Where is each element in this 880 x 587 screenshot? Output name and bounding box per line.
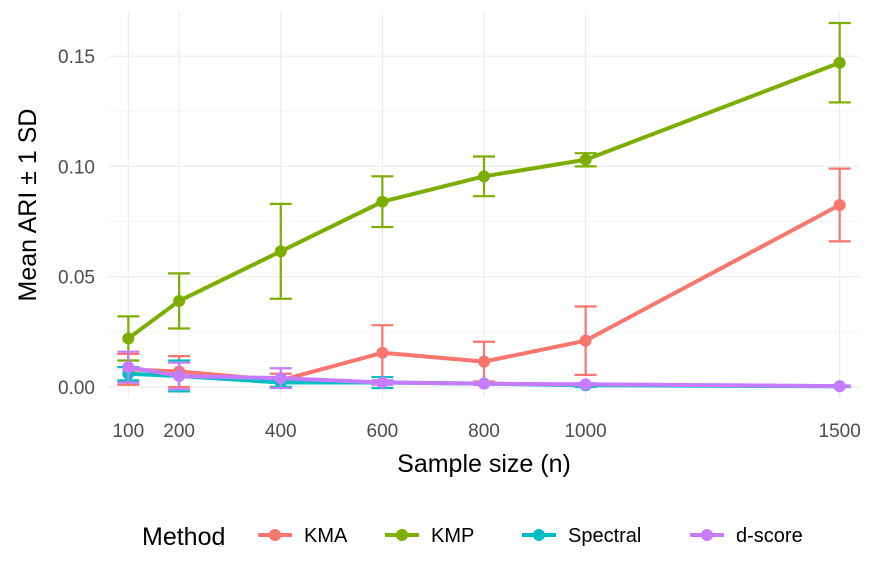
data-point — [579, 153, 592, 166]
data-point — [122, 361, 135, 374]
data-point — [122, 332, 135, 345]
data-point — [274, 245, 287, 258]
x-tick-label: 600 — [367, 421, 399, 442]
data-point — [579, 334, 592, 347]
x-tick-label: 100 — [112, 421, 144, 442]
x-tick-label: 800 — [468, 421, 500, 442]
data-point — [478, 355, 490, 368]
legend-item-Spectral: Spectral — [522, 525, 641, 547]
legend-label: KMP — [431, 525, 474, 547]
legend-item-KMA: KMA — [258, 525, 348, 547]
legend-key-point — [396, 529, 408, 541]
legend-key-point — [701, 529, 713, 541]
data-point — [478, 170, 490, 183]
y-tick-label: 0.05 — [58, 268, 95, 289]
data-point — [833, 199, 846, 211]
grid-lines — [108, 12, 860, 398]
data-point — [579, 378, 592, 391]
y-tick-label: 0.00 — [58, 378, 95, 399]
legend-label: KMA — [304, 525, 348, 547]
series-layer — [117, 21, 851, 393]
data-point — [833, 380, 846, 393]
data-point — [833, 56, 846, 69]
x-tick-label: 1000 — [564, 421, 606, 442]
x-tick-label: 400 — [265, 421, 297, 442]
data-point — [376, 346, 389, 359]
legend-key-point — [533, 529, 545, 541]
x-tick-label: 200 — [163, 421, 195, 442]
x-tick-label: 1500 — [819, 421, 861, 442]
legend: Method KMA KMP Spectral d-score — [142, 523, 803, 551]
y-tick-label: 0.15 — [58, 47, 95, 68]
y-axis-title: Mean ARI ± 1 SD — [14, 109, 42, 302]
x-axis-ticks: 100 200 400 600 800 1000 1500 — [112, 421, 860, 442]
series-d-score — [117, 350, 851, 393]
y-axis-ticks: 0.00 0.05 0.10 0.15 — [58, 47, 95, 399]
legend-item-d-score: d-score — [690, 525, 803, 547]
legend-label: Spectral — [568, 525, 641, 547]
data-point — [173, 369, 186, 382]
series-KMP — [117, 21, 851, 362]
y-tick-label: 0.10 — [58, 157, 95, 178]
x-axis-title: Sample size (n) — [397, 450, 571, 478]
legend-item-KMP: KMP — [385, 525, 474, 547]
legend-key-point — [269, 529, 281, 541]
legend-label: d-score — [736, 525, 803, 547]
data-point — [173, 294, 186, 307]
data-point — [478, 377, 490, 390]
data-point — [376, 376, 389, 389]
legend-title: Method — [142, 523, 225, 551]
legend-items: KMA KMP Spectral d-score — [258, 525, 803, 547]
data-point — [376, 195, 389, 208]
data-point — [274, 372, 287, 385]
